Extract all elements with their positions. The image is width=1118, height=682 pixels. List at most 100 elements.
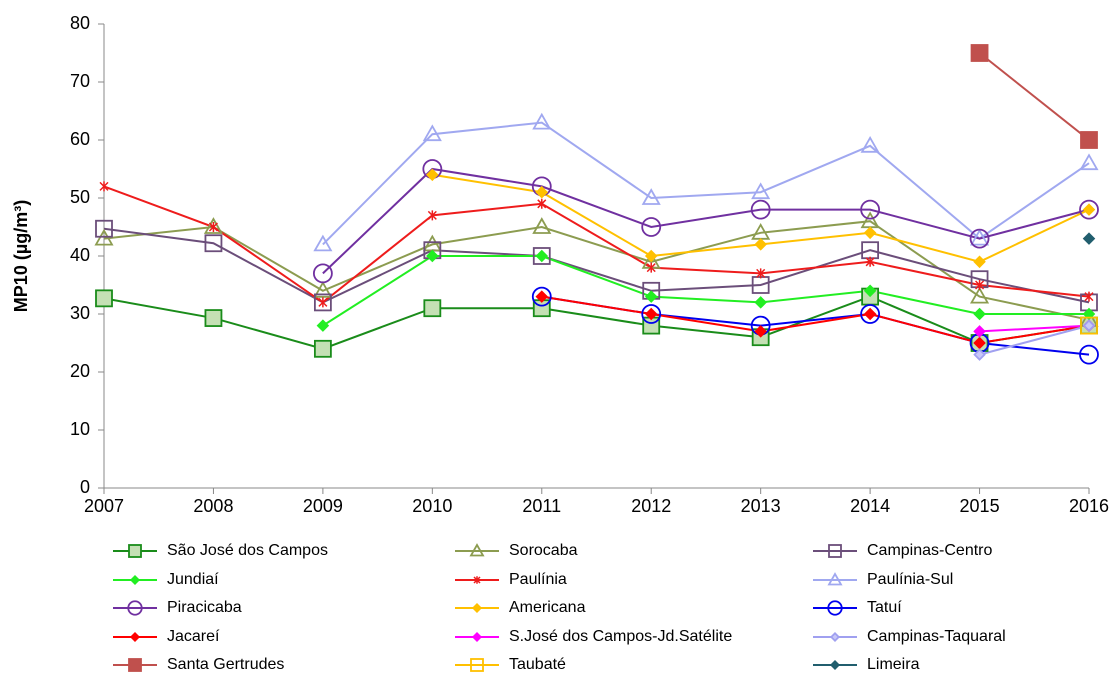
marker <box>750 199 771 220</box>
series-line <box>978 52 1090 141</box>
marker <box>208 222 218 232</box>
marker <box>970 44 989 62</box>
marker <box>95 289 113 308</box>
series-line <box>541 295 1090 345</box>
legend-item: Americana <box>455 599 586 616</box>
x-tick-label: 2009 <box>303 496 343 516</box>
marker <box>128 658 142 672</box>
marker <box>641 188 661 205</box>
marker <box>860 135 880 153</box>
marker <box>751 182 771 200</box>
legend-label: Campinas-Taquaral <box>867 628 1006 645</box>
series-line <box>103 227 1090 304</box>
marker <box>129 631 141 643</box>
legend-label: Limeira <box>867 656 920 673</box>
marker <box>312 263 333 284</box>
series-line <box>541 295 1090 356</box>
legend-item: Paulínia-Sul <box>813 571 953 588</box>
x-tick-label: 2015 <box>960 496 1000 516</box>
marker <box>535 290 549 303</box>
marker <box>828 544 842 558</box>
series-line <box>103 185 1090 304</box>
legend-item: S.José dos Campos-Jd.Satélite <box>455 628 732 645</box>
marker <box>860 199 881 220</box>
series-line <box>979 324 1090 356</box>
y-tick-label: 30 <box>70 303 90 323</box>
marker <box>128 544 142 558</box>
marker <box>970 286 990 304</box>
legend-label: Santa Gertrudes <box>167 656 284 673</box>
marker <box>204 234 223 253</box>
marker <box>863 284 877 298</box>
marker <box>973 255 986 269</box>
y-tick-label: 60 <box>70 129 90 149</box>
marker <box>1079 199 1099 220</box>
marker <box>646 262 656 273</box>
marker <box>1080 316 1098 335</box>
marker <box>313 339 332 358</box>
y-tick-label: 70 <box>70 71 90 91</box>
marker <box>422 124 442 142</box>
marker <box>973 325 986 338</box>
y-tick-label: 20 <box>70 361 90 381</box>
marker <box>532 112 552 130</box>
marker <box>127 600 143 616</box>
legend-item: Jundiaí <box>113 571 219 588</box>
marker <box>644 307 658 321</box>
marker <box>537 198 547 209</box>
marker <box>644 290 658 303</box>
legend-item: Tatuí <box>813 599 902 616</box>
x-tick-label: 2010 <box>412 496 452 516</box>
marker <box>641 304 662 324</box>
legend-item: Campinas-Taquaral <box>813 628 1006 645</box>
legend-item: Jacareí <box>113 628 220 645</box>
legend-item: Paulínia <box>455 571 567 588</box>
marker <box>756 268 766 279</box>
legend-item: Santa Gertrudes <box>113 656 284 673</box>
marker <box>427 210 437 221</box>
legend-item: Piracicaba <box>113 599 242 616</box>
marker <box>644 249 658 263</box>
marker <box>1080 131 1098 149</box>
marker <box>865 256 875 267</box>
y-tick-label: 10 <box>70 419 90 439</box>
marker <box>829 631 841 643</box>
marker <box>473 576 481 584</box>
legend-label: Americana <box>509 599 586 616</box>
marker <box>469 543 485 557</box>
marker <box>973 336 986 350</box>
marker <box>1084 291 1094 302</box>
marker <box>203 217 223 234</box>
legend-label: S.José dos Campos-Jd.Satélite <box>509 628 732 645</box>
marker <box>827 600 843 616</box>
series-line <box>103 220 1090 321</box>
marker <box>863 226 877 240</box>
marker <box>426 249 439 263</box>
marker <box>471 631 483 643</box>
legend-label: Sorocaba <box>509 542 578 559</box>
marker <box>1082 203 1096 216</box>
legend-item: São José dos Campos <box>113 542 328 559</box>
series-line <box>979 324 1090 333</box>
marker <box>470 658 484 672</box>
marker <box>532 217 552 234</box>
marker <box>969 228 990 249</box>
marker <box>316 319 330 332</box>
y-axis-label: MP10 (µg/m³) <box>11 200 31 312</box>
x-tick-label: 2007 <box>84 496 124 516</box>
x-tick-label: 2011 <box>522 496 561 516</box>
y-tick-label: 50 <box>70 187 90 207</box>
legend-label: Paulínia-Sul <box>867 571 953 588</box>
y-tick-label: 40 <box>70 245 90 265</box>
x-tick-label: 2013 <box>741 496 781 516</box>
x-tick-label: 2014 <box>850 496 890 516</box>
marker <box>1082 319 1096 332</box>
legend-label: Piracicaba <box>167 599 242 616</box>
marker <box>1082 232 1096 245</box>
y-tick-label: 0 <box>80 477 90 497</box>
legend-label: Campinas-Centro <box>867 542 992 559</box>
series-line <box>103 295 1090 350</box>
x-tick-label: 2016 <box>1069 496 1109 516</box>
series-line <box>322 121 1090 246</box>
